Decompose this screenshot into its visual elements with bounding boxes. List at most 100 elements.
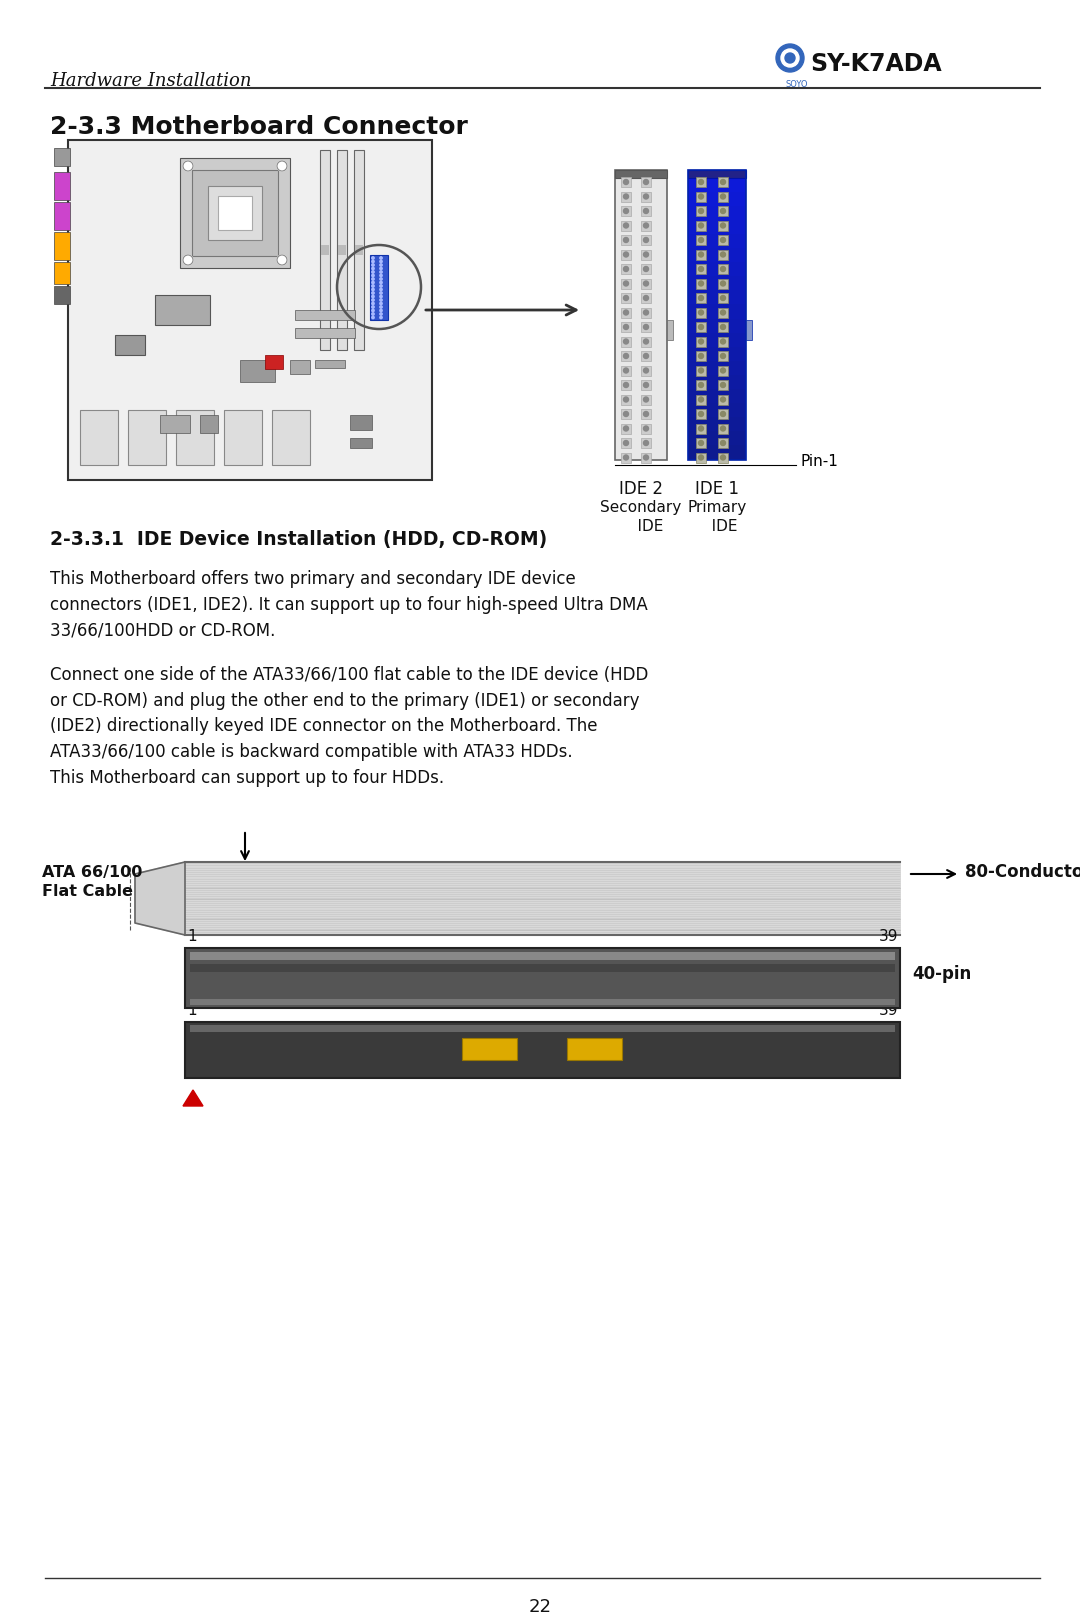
- Circle shape: [372, 270, 374, 273]
- Bar: [54, 231, 70, 260]
- Bar: [621, 366, 631, 375]
- Bar: [621, 264, 631, 273]
- Circle shape: [720, 367, 726, 374]
- Bar: [208, 186, 262, 239]
- Circle shape: [380, 288, 382, 291]
- Bar: [688, 417, 746, 432]
- Bar: [718, 205, 728, 215]
- Circle shape: [699, 180, 703, 184]
- Circle shape: [623, 282, 629, 286]
- Circle shape: [720, 194, 726, 199]
- Circle shape: [380, 306, 382, 307]
- Bar: [696, 307, 706, 317]
- Bar: [696, 438, 706, 448]
- Circle shape: [781, 49, 799, 66]
- Bar: [621, 235, 631, 244]
- Bar: [642, 278, 651, 288]
- Circle shape: [380, 270, 382, 273]
- Bar: [621, 351, 631, 361]
- Bar: [718, 366, 728, 375]
- Circle shape: [720, 296, 726, 301]
- Circle shape: [720, 382, 726, 387]
- Circle shape: [720, 455, 726, 460]
- Text: 39: 39: [878, 1003, 897, 1018]
- Circle shape: [623, 396, 629, 401]
- Circle shape: [372, 288, 374, 291]
- Circle shape: [644, 296, 648, 301]
- Bar: [718, 438, 728, 448]
- Bar: [621, 307, 631, 317]
- Circle shape: [380, 303, 382, 304]
- Circle shape: [644, 455, 648, 460]
- Bar: [696, 176, 706, 188]
- Bar: [688, 170, 746, 178]
- Bar: [696, 453, 706, 463]
- Bar: [642, 351, 651, 361]
- Bar: [688, 388, 746, 403]
- Circle shape: [644, 194, 648, 199]
- Circle shape: [699, 426, 703, 430]
- Text: Pin-1: Pin-1: [800, 453, 838, 469]
- Circle shape: [380, 257, 382, 259]
- Bar: [462, 1039, 517, 1060]
- Bar: [696, 249, 706, 259]
- Bar: [746, 319, 752, 340]
- Circle shape: [380, 275, 382, 277]
- Circle shape: [720, 238, 726, 243]
- Bar: [642, 249, 651, 259]
- Circle shape: [720, 282, 726, 286]
- Bar: [718, 395, 728, 404]
- Text: 2-3.3 Motherboard Connector: 2-3.3 Motherboard Connector: [50, 115, 468, 139]
- Bar: [185, 1023, 900, 1078]
- Circle shape: [644, 223, 648, 228]
- Bar: [718, 380, 728, 390]
- Bar: [642, 205, 651, 215]
- Bar: [642, 322, 651, 332]
- Bar: [718, 322, 728, 332]
- Circle shape: [644, 367, 648, 374]
- Bar: [621, 409, 631, 419]
- Circle shape: [720, 411, 726, 416]
- Circle shape: [372, 260, 374, 262]
- Bar: [718, 235, 728, 244]
- Circle shape: [720, 180, 726, 184]
- Circle shape: [720, 252, 726, 257]
- Circle shape: [623, 194, 629, 199]
- Bar: [688, 403, 746, 417]
- Bar: [688, 346, 746, 361]
- Circle shape: [644, 440, 648, 445]
- Circle shape: [644, 311, 648, 316]
- Bar: [224, 409, 262, 464]
- Bar: [718, 176, 728, 188]
- Circle shape: [644, 396, 648, 401]
- Text: 2-3.3.1  IDE Device Installation (HDD, CD-ROM): 2-3.3.1 IDE Device Installation (HDD, CD…: [50, 531, 548, 549]
- Bar: [218, 196, 252, 230]
- Bar: [129, 409, 166, 464]
- Circle shape: [699, 411, 703, 416]
- Bar: [696, 293, 706, 303]
- Text: 22: 22: [528, 1599, 552, 1616]
- Circle shape: [380, 316, 382, 319]
- Bar: [272, 409, 310, 464]
- Circle shape: [372, 309, 374, 312]
- Circle shape: [623, 440, 629, 445]
- Circle shape: [372, 285, 374, 288]
- Bar: [54, 172, 70, 201]
- Bar: [642, 453, 651, 463]
- Circle shape: [380, 267, 382, 270]
- Circle shape: [276, 162, 287, 172]
- Circle shape: [623, 340, 629, 345]
- Circle shape: [699, 267, 703, 272]
- Text: Connect one side of the ATA33/66/100 flat cable to the IDE device (HDD
or CD-ROM: Connect one side of the ATA33/66/100 fla…: [50, 667, 648, 786]
- Circle shape: [699, 238, 703, 243]
- Bar: [54, 202, 70, 230]
- Bar: [642, 264, 651, 273]
- Text: Primary
   IDE: Primary IDE: [687, 500, 746, 534]
- Bar: [190, 964, 895, 972]
- Text: IDE 1: IDE 1: [696, 481, 739, 498]
- Bar: [114, 335, 145, 354]
- Bar: [642, 438, 651, 448]
- Bar: [160, 414, 190, 434]
- Circle shape: [699, 382, 703, 387]
- Bar: [688, 170, 746, 460]
